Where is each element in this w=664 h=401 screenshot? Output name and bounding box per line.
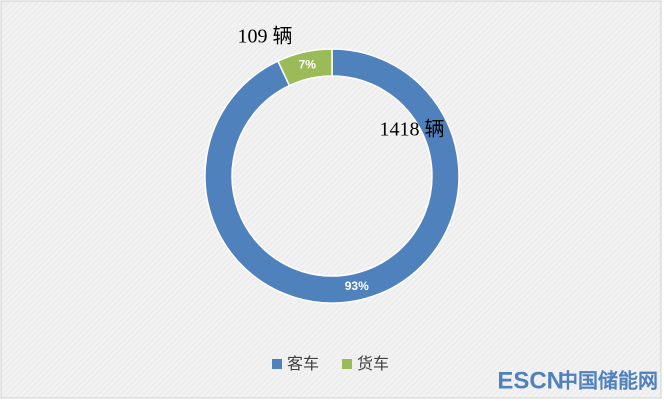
- donut-segment: [204, 48, 460, 304]
- legend-label: 货车: [357, 355, 389, 373]
- watermark-name: 中国储能网: [558, 368, 658, 392]
- annotation: 109 辆: [238, 25, 293, 48]
- value-label: 93%: [345, 279, 369, 293]
- legend-swatch: [272, 359, 282, 369]
- donut-segment: [276, 48, 333, 87]
- legend-label: 客车: [287, 355, 319, 373]
- annotation: 1418 辆: [380, 118, 445, 141]
- watermark-brand: ESCN: [497, 367, 564, 394]
- legend-swatch: [342, 359, 352, 369]
- value-label: 7%: [299, 57, 317, 71]
